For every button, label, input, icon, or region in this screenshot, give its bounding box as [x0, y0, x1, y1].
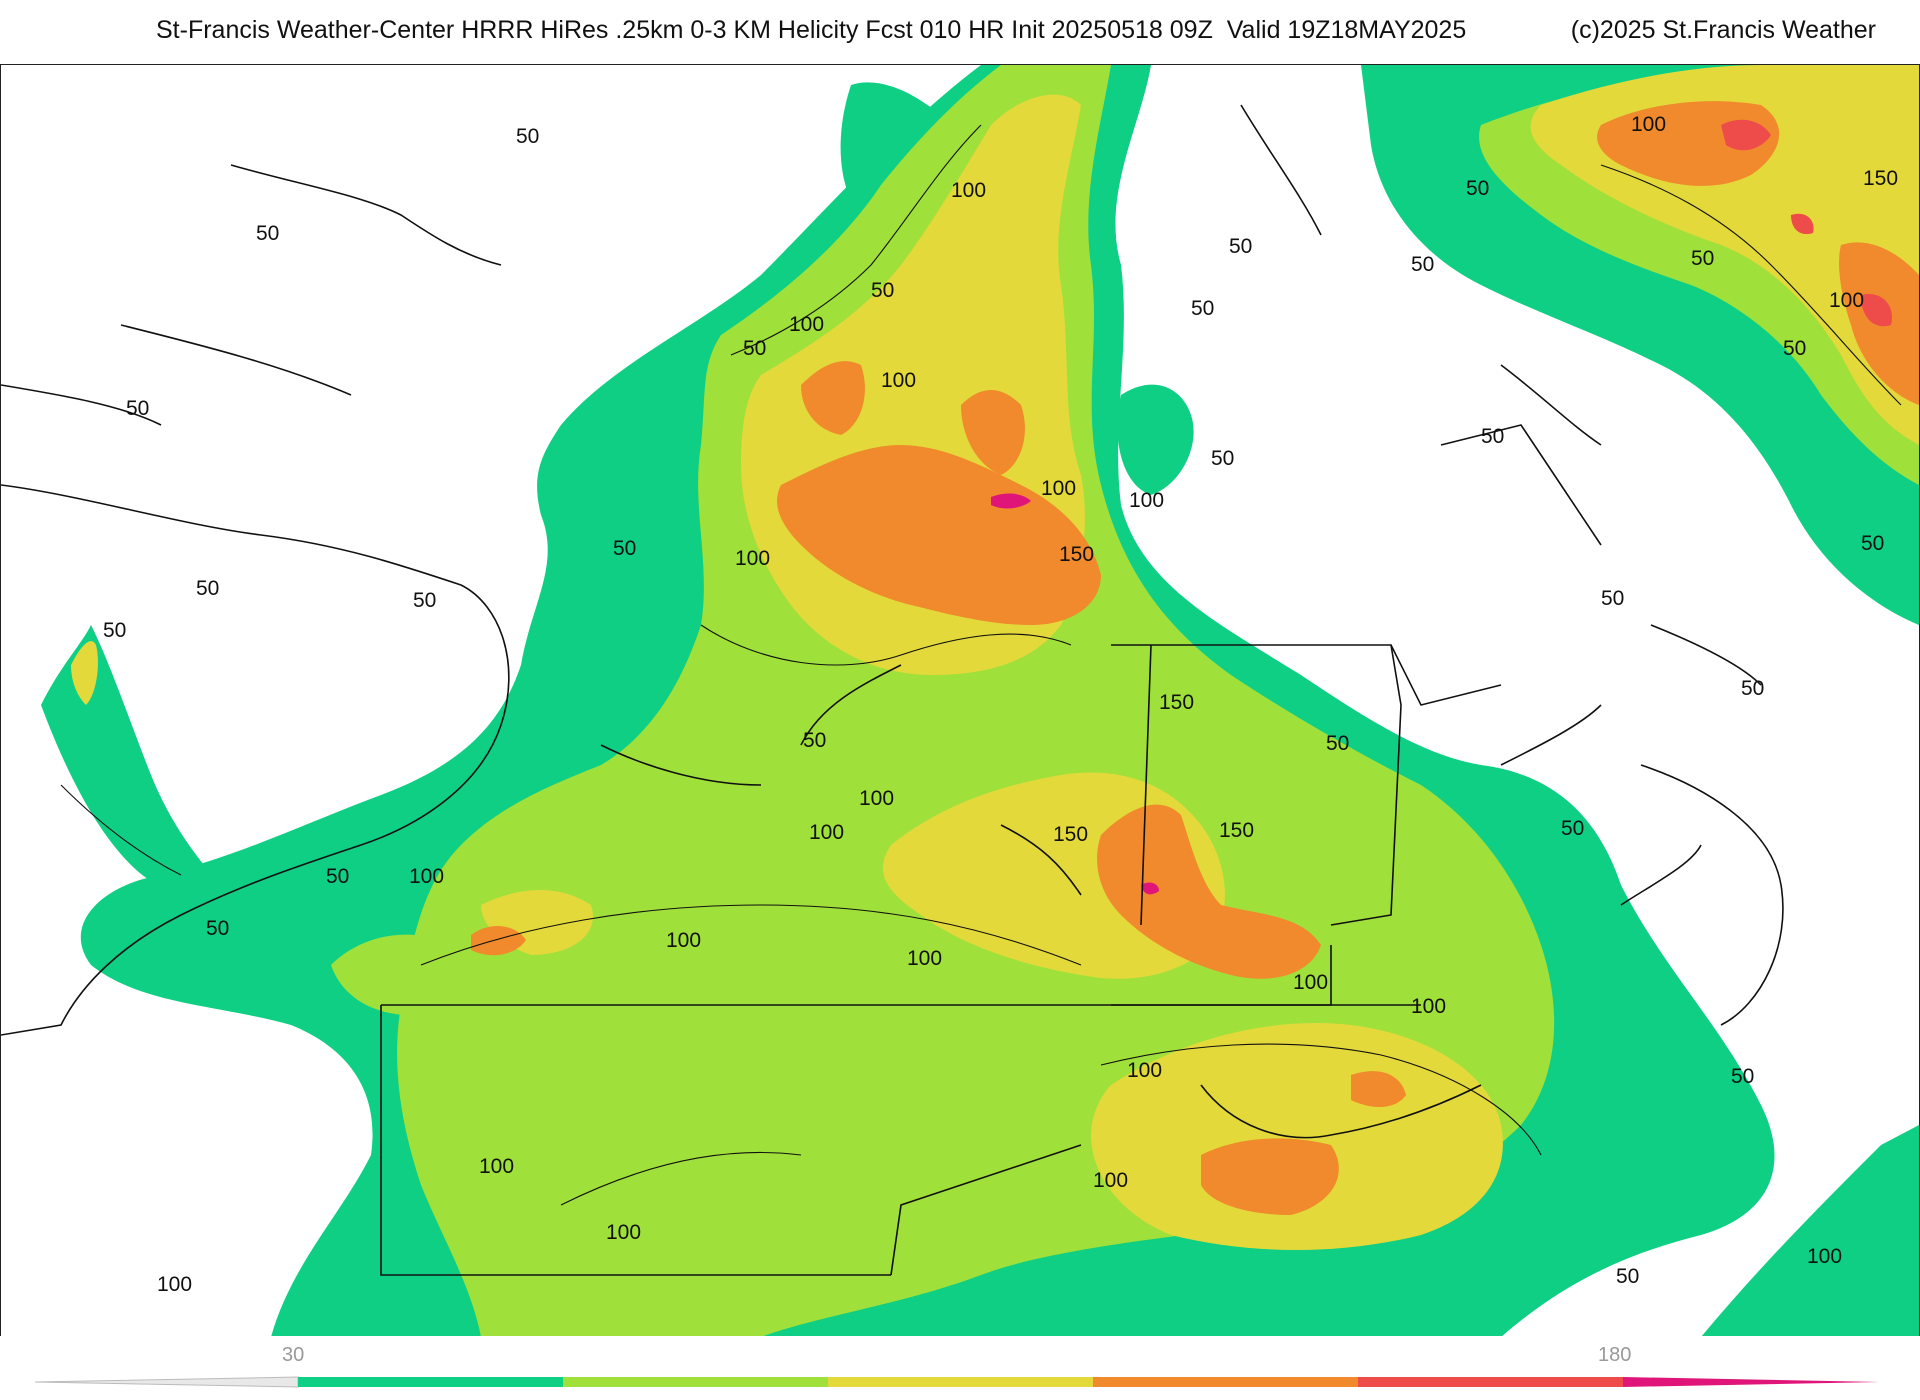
colorbar-high-arrow: [1623, 1377, 1880, 1387]
contour-label: 100: [907, 947, 942, 970]
colorbar-tick-min: 30: [282, 1344, 305, 1366]
contour-label: 50: [613, 537, 636, 560]
contour-label: 150: [1219, 819, 1254, 842]
contour-label: 50: [1731, 1065, 1754, 1088]
contour-label: 50: [1326, 732, 1349, 755]
contour-label: 50: [803, 729, 826, 752]
colorbar-low-arrow: [34, 1376, 299, 1388]
contour-label: 100: [1829, 289, 1864, 312]
contour-labels: 50 50 50 50 50 50 50 50 50 50 50 50 50 5…: [103, 113, 1898, 1296]
copyright-text: (c)2025 St.Francis Weather: [1570, 16, 1876, 44]
contour-label: 50: [1616, 1265, 1639, 1288]
fill-level-5: [1721, 119, 1892, 327]
contour-label: 100: [666, 929, 701, 952]
contour-label: 50: [1741, 677, 1764, 700]
map-canvas: 50 50 50 50 50 50 50 50 50 50 50 50 50 5…: [1, 65, 1919, 1337]
title-bar: St-Francis Weather-Center HRRR HiRes .25…: [0, 0, 1920, 64]
contour-label: 100: [409, 865, 444, 888]
helicity-contours: [60, 124, 1902, 1206]
fill-level-4: [471, 101, 1919, 1215]
contour-label: 100: [1129, 489, 1164, 512]
contour-label: 100: [1093, 1169, 1128, 1192]
contour-label: 50: [1783, 337, 1806, 360]
colorbar-segment-1: [298, 1377, 563, 1387]
contour-label: 150: [1053, 823, 1088, 846]
contour-label: 50: [256, 222, 279, 245]
contour-label: 50: [1861, 532, 1884, 555]
contour-label: 150: [1059, 543, 1094, 566]
contour-label: 50: [413, 589, 436, 612]
contour-label: 50: [1601, 587, 1624, 610]
contour-label: 50: [1229, 235, 1252, 258]
contour-label: 50: [1211, 447, 1234, 470]
contour-label: 50: [1561, 817, 1584, 840]
contour-label: 100: [1411, 995, 1446, 1018]
contour-label: 100: [157, 1273, 192, 1296]
contour-label: 100: [951, 179, 986, 202]
colorbar-segment-5: [1358, 1377, 1623, 1387]
colorbar-segment-3: [828, 1377, 1093, 1387]
contour-label: 50: [196, 577, 219, 600]
contour-label: 50: [1191, 297, 1214, 320]
colorbar-tick-max: 180: [1598, 1344, 1632, 1366]
contour-label: 50: [516, 125, 539, 148]
contour-label: 50: [1466, 177, 1489, 200]
contour-label: 100: [1807, 1245, 1842, 1268]
fill-level-6: [991, 493, 1159, 895]
contour-label: 50: [103, 619, 126, 642]
colorbar: 30 180: [0, 1336, 1920, 1400]
contour-label: 50: [1691, 247, 1714, 270]
contour-label: 100: [881, 369, 916, 392]
colorbar-strip: [34, 1376, 1880, 1388]
contour-label: 100: [1041, 477, 1076, 500]
helicity-map: 50 50 50 50 50 50 50 50 50 50 50 50 50 5…: [0, 64, 1920, 1338]
contour-label: 50: [1481, 425, 1504, 448]
contour-label: 150: [1863, 167, 1898, 190]
contour-label: 100: [809, 821, 844, 844]
map-title: St-Francis Weather-Center HRRR HiRes .25…: [156, 16, 1467, 44]
contour-label: 50: [743, 337, 766, 360]
colorbar-segment-2: [563, 1377, 828, 1387]
contour-label: 100: [606, 1221, 641, 1244]
contour-label: 150: [1159, 691, 1194, 714]
colorbar-segment-4: [1093, 1377, 1358, 1387]
contour-label: 50: [871, 279, 894, 302]
contour-label: 100: [479, 1155, 514, 1178]
contour-label: 50: [326, 865, 349, 888]
contour-label: 100: [1631, 113, 1666, 136]
contour-label: 100: [859, 787, 894, 810]
contour-label: 50: [206, 917, 229, 940]
contour-label: 100: [1293, 971, 1328, 994]
contour-label: 100: [789, 313, 824, 336]
contour-label: 100: [1127, 1059, 1162, 1082]
boundary-lines: [1, 104, 1784, 1276]
contour-label: 50: [1411, 253, 1434, 276]
contour-label: 50: [126, 397, 149, 420]
contour-label: 100: [735, 547, 770, 570]
